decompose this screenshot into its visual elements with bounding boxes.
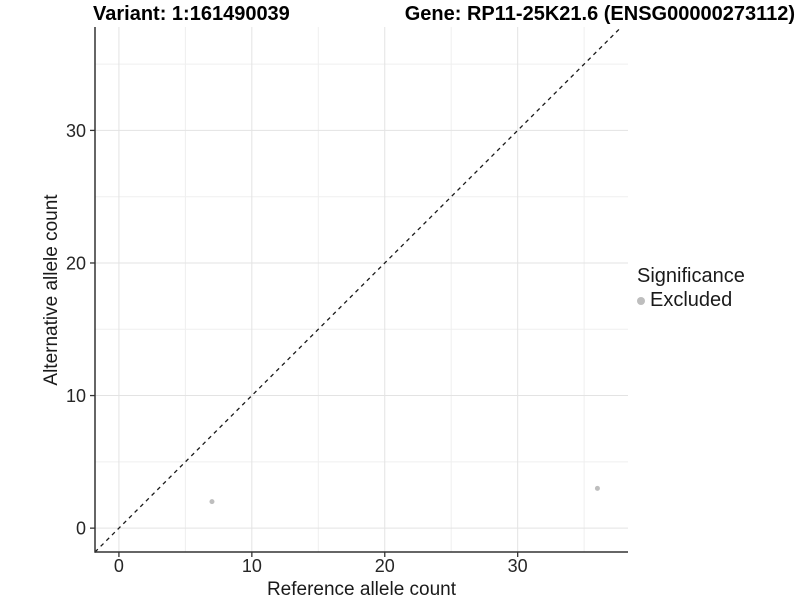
- x-tick-label: 20: [375, 556, 395, 576]
- y-tick-label: 0: [76, 519, 86, 539]
- x-tick-label: 30: [508, 556, 528, 576]
- legend-point-icon: [637, 296, 645, 305]
- data-point: [594, 485, 600, 491]
- y-tick-label: 10: [66, 386, 86, 406]
- legend: Significance Excluded: [637, 265, 745, 312]
- x-tick-label: 0: [114, 556, 124, 576]
- variant-title: Variant: 1:161490039: [93, 3, 290, 25]
- gene-title: Gene: RP11-25K21.6 (ENSG00000273112): [404, 3, 795, 25]
- x-axis-title: Reference allele count: [266, 579, 457, 600]
- y-tick-label: 20: [66, 253, 86, 273]
- legend-item-label: Excluded: [650, 289, 733, 311]
- y-tick-label: 30: [66, 121, 86, 141]
- identity-line: [94, 26, 622, 553]
- legend-item-excluded: Excluded: [637, 289, 745, 312]
- data-point: [209, 499, 215, 505]
- legend-title: Significance: [637, 265, 745, 287]
- x-tick-label: 10: [242, 556, 262, 576]
- y-axis-title: Alternative allele count: [41, 194, 62, 386]
